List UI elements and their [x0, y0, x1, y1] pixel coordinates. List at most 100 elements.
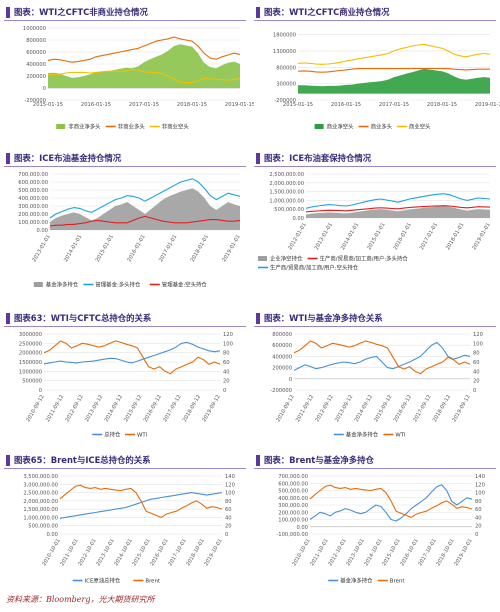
y2-tick-label: 0 — [473, 388, 476, 394]
y-tick-label: 2000000 — [19, 351, 42, 357]
y-tick-label: 0 — [289, 377, 292, 383]
x-tick-label: 2017-01-15 — [129, 102, 159, 108]
title-text: Brent与基金净多持仓 — [289, 455, 374, 465]
x-tick-label: 2014-09-12 — [104, 394, 124, 423]
chart-panel-wti-fund-net: 图表： WTI与基金净多持仓关系 -200000 0 200000 400000 6000… — [254, 310, 496, 448]
line-series-1 — [47, 36, 241, 63]
chart-wti-commercial-svg: -200000 300000 800000 1300000 1800000 2015-01… — [273, 33, 500, 131]
title-text: Brent与ICE总持仓的关系 — [50, 455, 151, 465]
line-series-0 — [59, 492, 223, 519]
y2-tick-label: 0 — [223, 388, 226, 394]
x-tick-label: 2015-01-01 — [366, 222, 386, 251]
y-tick-label: 100,000.00 — [18, 220, 48, 226]
y-tick-label: 400,000.00 — [278, 496, 308, 502]
title-marker — [6, 152, 10, 164]
legend-label: WTI — [395, 433, 406, 439]
y2-tick-label: 60 — [223, 360, 230, 366]
x-tick-label: 2013-01-01 — [314, 222, 334, 251]
y-tick-label: 200,000.00 — [278, 510, 308, 516]
x-tick-label: 2012-10-01 — [327, 538, 347, 567]
chart-panel-ice-fund: 图表： ICE布油基金持仓情况 0.00 100,000.00 200,000.00 3… — [4, 150, 246, 298]
x-tick-label: 2010-09-12 — [25, 394, 45, 423]
y2-tick-label: 120 — [475, 482, 485, 488]
legend-label: 企业净空持仓 — [270, 255, 303, 263]
legend-swatch — [56, 124, 66, 129]
y2-tick-label: 100 — [475, 491, 485, 497]
x-tick-label: 2011-09-12 — [45, 394, 65, 423]
title-rule — [4, 20, 246, 21]
y2-tick-label: 40 — [223, 369, 230, 375]
x-tick-label: 2010-09-12 — [275, 394, 295, 423]
y-tick-label: -200000 — [24, 98, 46, 104]
x-tick-label: 2015-09-12 — [373, 394, 393, 423]
y2-tick-label: 40 — [225, 515, 232, 521]
title-marker — [256, 312, 260, 324]
y-tick-label: 0 — [43, 86, 46, 92]
line-series-1 — [43, 340, 221, 375]
x-tick-label: 2016-10-01 — [149, 538, 169, 567]
y-tick-label: 500000 — [22, 379, 42, 385]
title-text: WTI与基金净多持仓关系 — [289, 313, 383, 323]
x-tick-label: 2016-09-12 — [143, 394, 163, 423]
chart-title: 图表： WTI之CFTC商业持仓情况 — [256, 4, 390, 20]
title-rule — [4, 326, 246, 327]
x-tick-label: 2012-09-12 — [315, 394, 335, 423]
legend-label: Brent — [145, 579, 160, 585]
x-tick-label: 2015-09-12 — [123, 394, 143, 423]
line-series-0 — [293, 341, 471, 371]
y2-tick-label: 20 — [223, 379, 230, 385]
y-tick-label: 800000 — [272, 332, 292, 338]
x-tick-label: 2017-09-12 — [412, 394, 432, 423]
x-tick-label: 2019-01-15 — [225, 102, 255, 108]
line-series-1 — [293, 340, 471, 375]
line-series-1 — [305, 205, 491, 213]
x-tick-label: 2014-01-01 — [340, 222, 360, 251]
y-tick-label: 200000 — [272, 366, 292, 372]
area-series-0 — [48, 44, 240, 88]
title-marker — [6, 312, 10, 324]
y-tick-label: 700,000.00 — [18, 172, 48, 178]
chart-wti-fund-net-svg: -200000 0 200000 400000 600000 800000 0 20 40 60 8… — [270, 332, 483, 439]
y-tick-label: 2,000,000.00 — [269, 181, 304, 187]
x-tick-label: 2017-09-12 — [162, 394, 182, 423]
legend-label: 基金净多持仓 — [340, 577, 373, 585]
title-label: 图表： — [14, 7, 40, 17]
x-tick-label: 2013-10-01 — [345, 538, 365, 567]
title-rule — [254, 20, 496, 21]
y-tick-label: 2,500,000.00 — [269, 172, 304, 178]
legend-label: 非商业多头 — [118, 123, 146, 131]
title-marker — [256, 454, 260, 466]
y-tick-label: 500,000.00 — [28, 524, 58, 530]
y2-tick-label: 80 — [475, 499, 482, 505]
x-tick-label: 2018-09-12 — [432, 394, 452, 423]
y-tick-label: 0.00 — [292, 216, 304, 222]
y2-tick-label: 120 — [223, 332, 233, 338]
y-tick-label: 1,000,000.00 — [269, 198, 304, 204]
line-series-2 — [297, 43, 491, 65]
chart-title: 图表： ICE布油基金持仓情况 — [6, 150, 121, 166]
x-tick-label: 2016-01-15 — [331, 102, 361, 108]
line-series-1 — [297, 68, 490, 73]
x-tick-label: 2018-10-01 — [185, 538, 205, 567]
y2-tick-label: 140 — [475, 474, 485, 480]
chart-panel-wti-commercial: 图表： WTI之CFTC商业持仓情况 -200000 300000 800000 130… — [254, 4, 500, 146]
y2-tick-label: 0 — [475, 532, 478, 538]
chart-panel-brent-fund-net: 图表： Brent与基金净多持仓 -100,000.00 0.00 100,000.0… — [254, 452, 496, 592]
legend-label: Brent — [390, 579, 405, 585]
line-series-2 — [305, 193, 491, 209]
chart-title: 图表63： WTI与CFTC总持仓的关系 — [6, 310, 151, 326]
x-tick-label: 2013-01-01 — [31, 234, 51, 263]
title-marker — [256, 6, 260, 18]
x-tick-label: 2017-10-01 — [417, 538, 437, 567]
title-rule — [4, 166, 246, 167]
x-tick-label: 2019-09-12 — [201, 394, 221, 423]
y2-tick-label: 20 — [473, 379, 480, 385]
area-series-0 — [298, 68, 490, 94]
x-tick-label: 2011-10-01 — [59, 538, 79, 567]
y2-tick-label: 120 — [225, 482, 235, 488]
x-tick-label: 2011-10-01 — [309, 538, 329, 567]
y2-tick-label: 40 — [473, 369, 480, 375]
y2-tick-label: 40 — [475, 515, 482, 521]
line-series-1 — [59, 484, 223, 518]
y-tick-label: 3,500,000.00 — [23, 474, 58, 480]
